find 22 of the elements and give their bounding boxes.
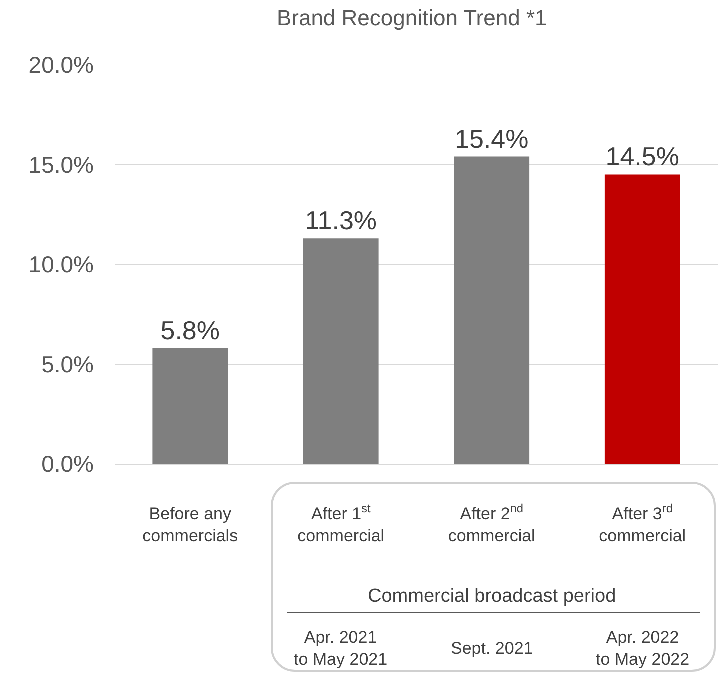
y-tick-label: 5.0% <box>42 351 94 378</box>
text: Sept. 2021 <box>451 639 534 658</box>
y-tick-label: 15.0% <box>28 152 94 178</box>
data-label: 14.5% <box>606 142 680 172</box>
bar <box>604 174 680 464</box>
x-tick-label: Before any commercials <box>142 504 238 546</box>
x-tick-label: After 2$^{nd}$ commercial <box>448 501 536 546</box>
data-label: 11.3% <box>305 206 378 236</box>
bar <box>152 348 228 464</box>
y-tick-label: 10.0% <box>28 252 94 278</box>
data-label: 5.8% <box>160 315 220 346</box>
text: Apr. 2021 to May 2021 <box>294 628 388 670</box>
chart-title: Brand Recognition Trend *1 <box>276 6 548 31</box>
data-label: 15.4% <box>455 124 529 154</box>
bar <box>454 156 530 464</box>
text: Apr. 2022 to May 2022 <box>596 628 690 670</box>
x-tick-label: After 1$^{st}$ commercial <box>298 501 385 546</box>
bar <box>303 238 379 464</box>
text: Commercial broadcast period <box>368 586 616 607</box>
y-tick-label: 0.0% <box>42 451 94 478</box>
y-tick-label: 20.0% <box>28 52 94 78</box>
x-tick-label: After 3$^{rd}$ commercial <box>599 501 686 546</box>
